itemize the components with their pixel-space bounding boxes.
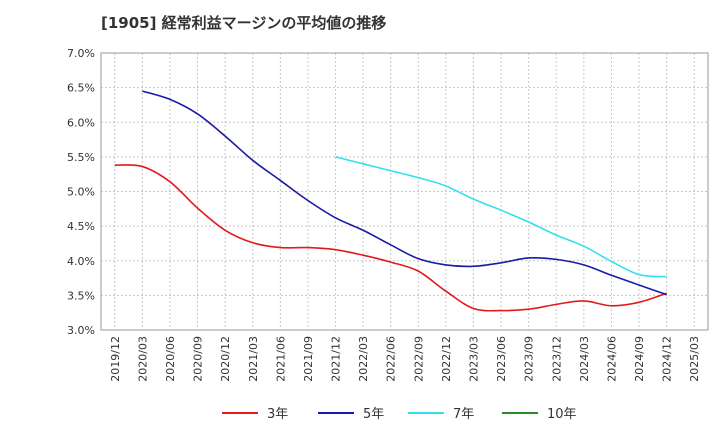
y-tick-label: 7.0% [67,47,95,60]
x-tick-label: 2023/09 [523,336,536,382]
y-tick-label: 6.0% [67,116,95,129]
x-tick-label: 2021/12 [330,336,343,382]
legend-label: 3年 [267,407,288,422]
x-tick-label: 2024/03 [578,336,591,382]
y-tick-label: 4.5% [67,220,95,233]
chart-title: [1905] 経常利益マージンの平均値の推移 [101,14,387,32]
series-line-7年 [335,156,667,278]
plot-frame [100,52,709,331]
x-tick-label: 2021/09 [302,336,315,382]
x-tick-label: 2022/03 [357,336,370,382]
x-tick-label: 2021/06 [274,336,287,382]
y-tick-label: 5.5% [67,151,95,164]
x-tick-label: 2023/03 [467,336,480,382]
y-tick-label: 6.5% [67,82,95,95]
y-tick-label: 5.0% [67,186,95,199]
series-line-5年 [142,90,667,296]
x-tick-label: 2022/09 [412,336,425,382]
x-tick-label: 2023/12 [550,336,563,382]
x-tick-label: 2020/03 [136,336,149,382]
x-tick-label: 2022/06 [385,336,398,382]
y-tick-label: 4.0% [67,255,95,268]
legend-label: 10年 [547,407,577,422]
x-tick-label: 2021/03 [247,336,260,382]
x-tick-label: 2020/12 [219,336,232,382]
y-tick-label: 3.5% [67,289,95,302]
x-tick-label: 2023/06 [495,336,508,382]
x-tick-label: 2024/06 [605,336,618,382]
x-tick-label: 2019/12 [109,336,122,382]
x-tick-label: 2020/06 [164,336,177,382]
x-tick-label: 2020/09 [192,336,205,382]
x-tick-label: 2025/03 [688,336,701,382]
legend-label: 5年 [363,407,384,422]
x-tick-label: 2022/12 [440,336,453,382]
legend-label: 7年 [453,407,474,422]
x-tick-label: 2024/12 [661,336,674,382]
x-tick-label: 2024/09 [633,336,646,382]
series-line-3年 [114,164,667,312]
y-tick-label: 3.0% [67,324,95,337]
